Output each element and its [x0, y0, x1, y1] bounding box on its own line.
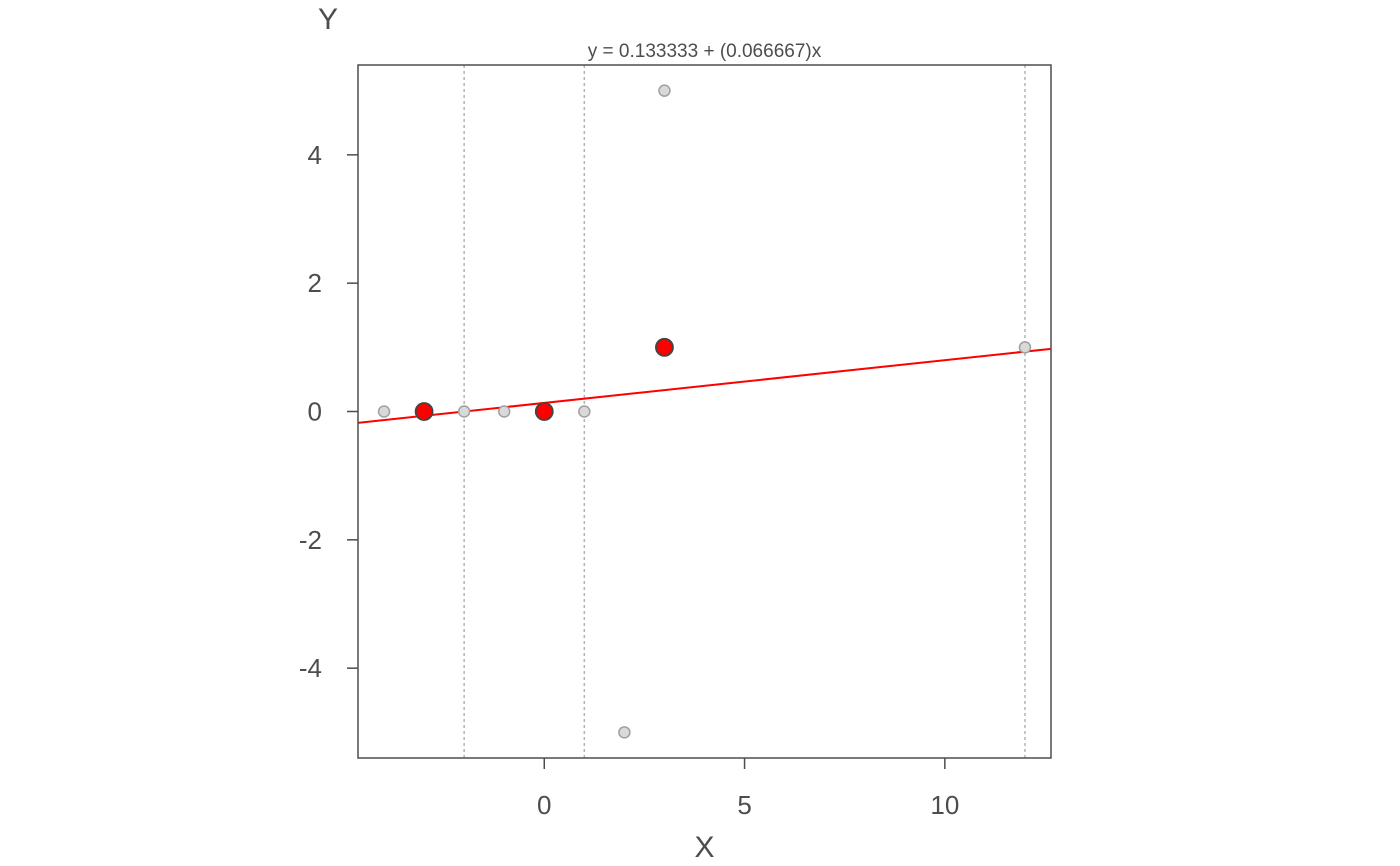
grey-point [1018, 341, 1032, 354]
vertical-guides-layer [463, 65, 1026, 758]
grey-point [658, 84, 671, 97]
x-axis-title: X [694, 831, 714, 864]
y-tick-label: 0 [308, 397, 322, 427]
x-tick-label: 0 [537, 790, 551, 820]
chart-title: y = 0.133333 + (0.066667)x [588, 41, 822, 62]
x-tick-label: 5 [737, 790, 751, 820]
red-point [655, 337, 674, 357]
y-tick-label: 2 [308, 268, 322, 298]
grey-point [497, 405, 511, 418]
regression-line [357, 347, 1052, 424]
regression-line-layer [357, 347, 1052, 424]
grey-point [457, 405, 471, 418]
axes-layer: 0 5 10 -4 -2 0 2 4 [299, 140, 959, 820]
grey-point [578, 405, 591, 418]
y-tick-label: -4 [299, 653, 322, 683]
y-tick-label: 4 [308, 140, 322, 170]
y-axis-title: Y [318, 3, 338, 36]
red-point [414, 402, 434, 421]
grey-point [618, 726, 631, 739]
points-layer [377, 84, 1032, 739]
red-point [534, 402, 554, 421]
grey-point [377, 405, 391, 418]
y-tick-label: -2 [299, 525, 322, 555]
x-tick-label: 10 [930, 790, 959, 820]
